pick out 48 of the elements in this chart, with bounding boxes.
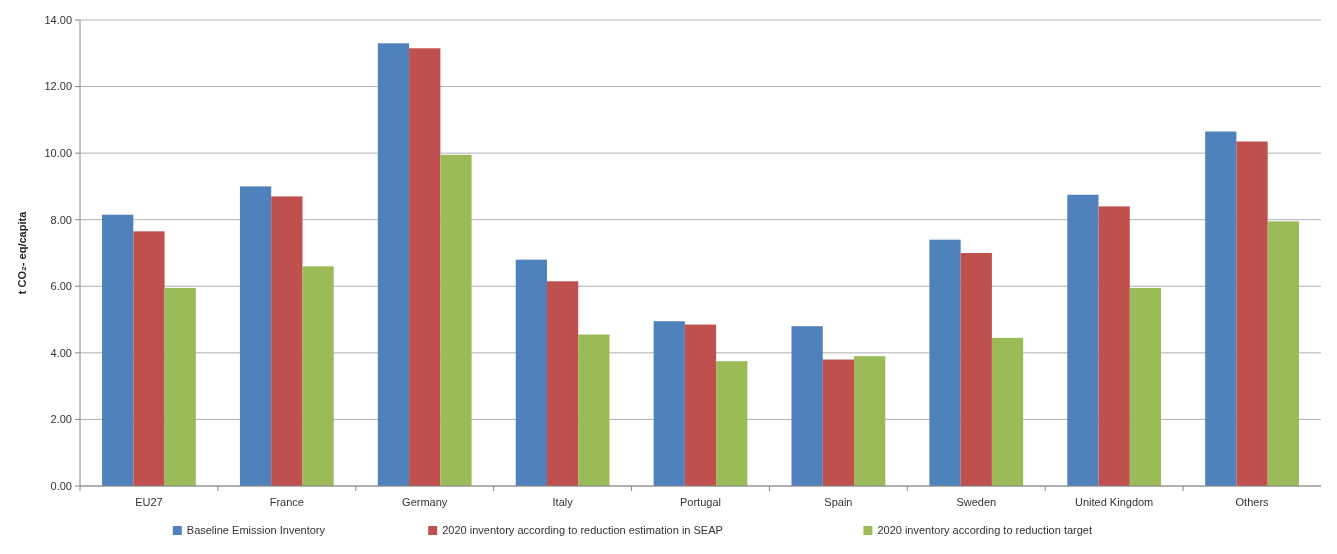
y-tick-label: 14.00 <box>44 13 72 26</box>
legend-label: 2020 inventory according to reduction estimation in SEAP <box>442 524 723 536</box>
bar <box>716 361 748 486</box>
bar <box>1129 287 1162 486</box>
bar <box>1098 206 1130 486</box>
legend-label: 2020 inventory according to reduction target <box>877 524 1093 536</box>
bar <box>164 287 196 486</box>
x-tick-label: Germany <box>402 496 448 508</box>
y-tick-label: 6.00 <box>50 280 72 293</box>
x-tick-label: Sweden <box>956 496 997 508</box>
legend-label: Baseline Emission Inventory <box>186 524 326 536</box>
bar <box>133 231 165 486</box>
bar <box>377 43 410 486</box>
y-tick-label: 2.00 <box>50 413 72 426</box>
y-tick-label: 0.00 <box>50 479 72 492</box>
bar <box>440 154 472 486</box>
bar <box>791 326 823 486</box>
bar <box>102 214 134 486</box>
y-tick-label: 8.00 <box>50 213 72 226</box>
bar <box>684 324 717 486</box>
x-tick-label: EU27 <box>135 496 163 508</box>
bar <box>1236 141 1268 486</box>
bar <box>515 259 547 486</box>
x-tick-label: United Kingdom <box>1075 496 1154 508</box>
bar <box>854 356 886 486</box>
bar <box>653 321 685 486</box>
bar <box>1067 194 1099 486</box>
bar <box>822 359 855 486</box>
bar <box>991 337 1024 486</box>
bar <box>578 334 610 486</box>
bar <box>1205 131 1237 486</box>
bar <box>302 266 334 486</box>
x-tick-label: Others <box>1235 496 1270 508</box>
bar <box>960 253 992 486</box>
bar <box>409 48 441 486</box>
y-tick-label: 12.00 <box>44 80 72 93</box>
bar <box>239 186 272 486</box>
x-tick-label: Italy <box>552 496 574 508</box>
y-tick-label: 10.00 <box>44 146 72 159</box>
bar <box>546 281 579 486</box>
x-tick-label: France <box>269 496 304 508</box>
bar <box>929 239 961 486</box>
x-tick-label: Portugal <box>680 496 721 508</box>
x-tick-label: Spain <box>824 496 853 508</box>
y-axis-title: t CO₂- eq/capita <box>16 210 28 295</box>
y-tick-label: 4.00 <box>50 346 72 359</box>
bar <box>1267 221 1299 486</box>
bar <box>271 196 303 486</box>
